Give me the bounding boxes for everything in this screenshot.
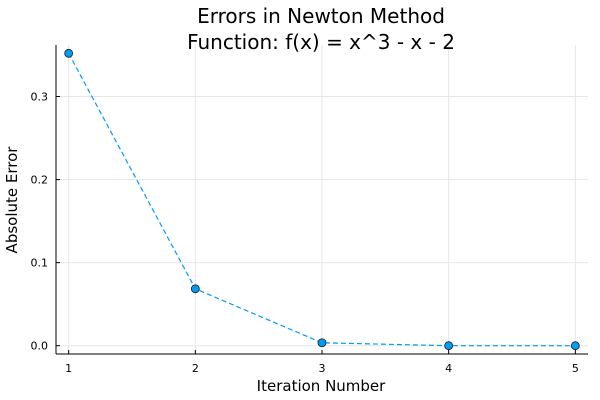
y-tick-label: 0.2 [31, 174, 49, 187]
x-tick-label: 5 [572, 362, 579, 375]
data-point [444, 341, 454, 351]
data-point [570, 341, 580, 351]
data-point [64, 48, 74, 58]
chart-subtitle: Function: f(x) = x^3 - x - 2 [187, 30, 455, 54]
grid [56, 45, 588, 354]
y-tick-label: 0.0 [31, 340, 49, 353]
x-axis-label: Iteration Number [257, 377, 386, 395]
x-tick-label: 1 [65, 362, 72, 375]
x-tick-label: 3 [319, 362, 326, 375]
data-point [317, 338, 327, 348]
x-tick-label: 4 [445, 362, 452, 375]
series-line [68, 53, 576, 347]
x-tick-label: 2 [192, 362, 199, 375]
y-axis-label: Absolute Error [3, 146, 21, 254]
y-tick-label: 0.1 [31, 257, 49, 270]
data-point [190, 284, 200, 294]
tick-labels: 1 2 3 4 5 0.0 0.1 0.2 0.3 [31, 91, 579, 376]
y-tick-label: 0.3 [31, 91, 49, 104]
series [64, 48, 580, 351]
chart-title: Errors in Newton Method [197, 4, 445, 28]
